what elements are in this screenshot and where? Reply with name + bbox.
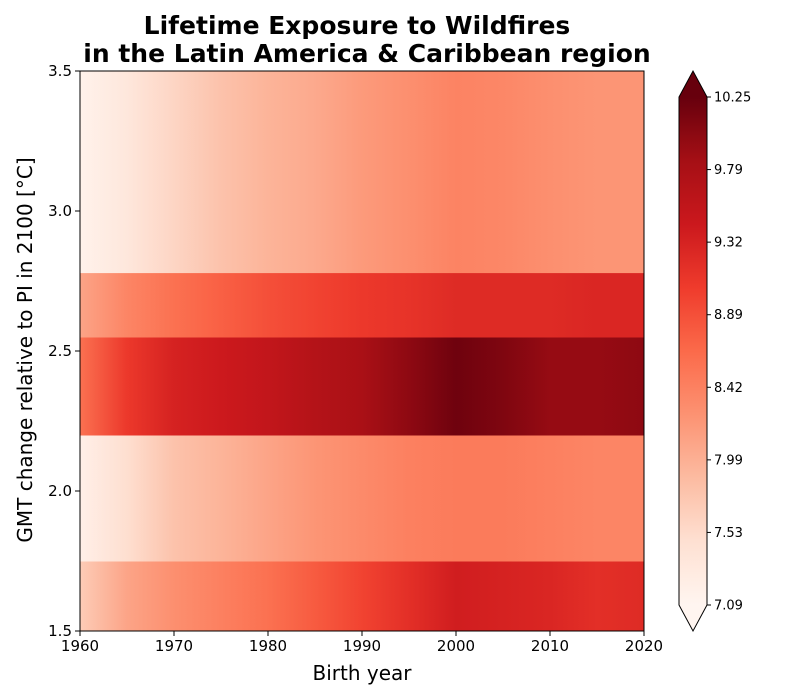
y-tick-label: 1.5 [48, 622, 72, 640]
heatmap-band [80, 435, 644, 562]
x-tick-label: 1960 [61, 637, 99, 655]
x-tick-label: 1970 [155, 637, 193, 655]
x-tick-label: 1990 [343, 637, 381, 655]
heatmap-band [80, 71, 644, 274]
colorbar-tick-label: 9.79 [714, 163, 743, 178]
x-tick-label: 1980 [249, 637, 287, 655]
x-axis: 1960 1970 1980 1990 2000 2010 2020 [61, 631, 663, 655]
colorbar: 7.09 7.53 7.99 8.42 8.89 9.32 9.79 10.25 [678, 69, 751, 633]
heatmap-band [80, 561, 644, 632]
title-line-1: Lifetime Exposure to Wildfires [144, 11, 571, 40]
colorbar-tick-label: 9.32 [714, 236, 743, 251]
y-tick-label: 2.0 [48, 482, 72, 500]
heatmap-band [80, 337, 644, 436]
colorbar-tick-label: 7.09 [714, 599, 743, 614]
plot-area [79, 70, 645, 632]
y-tick-label: 3.0 [48, 202, 72, 220]
x-tick-label: 2020 [625, 637, 663, 655]
y-tick-label: 2.5 [48, 342, 72, 360]
colorbar-tick-label: 8.89 [714, 308, 743, 323]
x-axis-label: Birth year [313, 661, 413, 685]
colorbar-extend-min [679, 605, 707, 631]
heatmap-band [80, 272, 644, 338]
colorbar-scale [679, 97, 707, 605]
colorbar-extend-max [679, 71, 707, 97]
y-axis-label: GMT change relative to PI in 2100 [°C] [13, 157, 37, 542]
colorbar-tick-label: 7.99 [714, 453, 743, 468]
y-axis: 1.5 2.0 2.5 3.0 3.5 [48, 62, 80, 640]
colorbar-tick-label: 8.42 [714, 381, 743, 396]
y-tick-label: 3.5 [48, 62, 72, 80]
x-tick-label: 2010 [531, 637, 569, 655]
title-line-2: in the Latin America & Caribbean region [83, 39, 650, 68]
chart-title: Lifetime Exposure to Wildfires in the La… [83, 11, 650, 68]
x-tick-label: 2000 [437, 637, 475, 655]
colorbar-tick-label: 10.25 [714, 91, 751, 106]
colorbar-tick-label: 7.53 [714, 526, 743, 541]
